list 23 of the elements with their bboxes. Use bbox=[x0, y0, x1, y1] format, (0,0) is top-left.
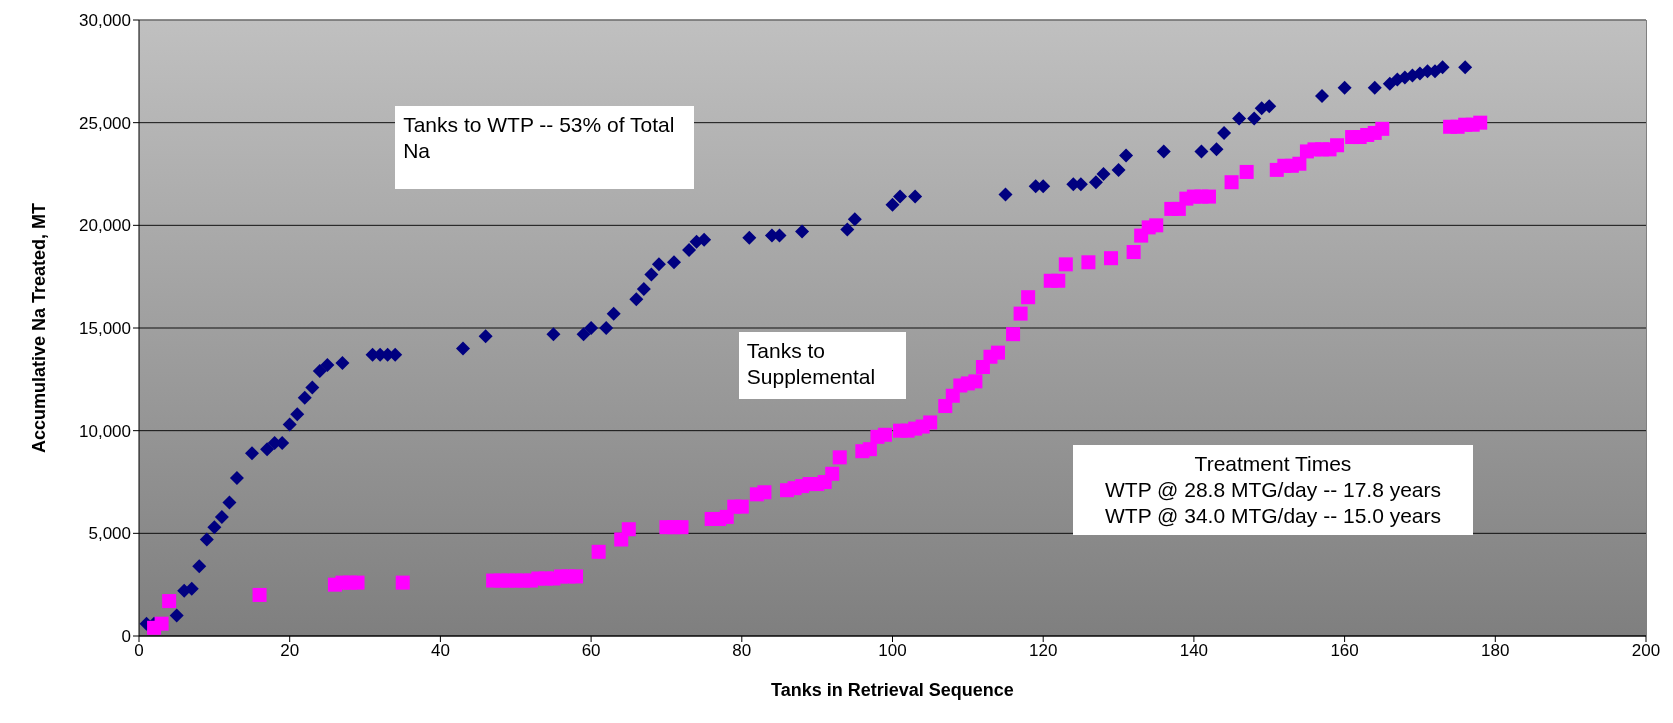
x-tick-label: 180 bbox=[1481, 641, 1510, 661]
note-box: Tanks to WTP -- 53% of Total Na bbox=[395, 106, 694, 190]
y-axis-title: Accumulative Na Treated, MT bbox=[29, 202, 50, 454]
y-tick-label: 10,000 bbox=[79, 421, 131, 441]
x-tick-label: 80 bbox=[732, 641, 752, 661]
x-tick-label: 60 bbox=[581, 641, 601, 661]
y-tick-label: 30,000 bbox=[79, 11, 131, 31]
x-tick-label: 100 bbox=[878, 641, 907, 661]
x-tick-label: 200 bbox=[1631, 641, 1661, 661]
y-tick-label: 0 bbox=[121, 627, 131, 647]
y-tick-label: 15,000 bbox=[79, 319, 131, 339]
x-tick-label: 140 bbox=[1179, 641, 1209, 661]
x-tick-label: 40 bbox=[430, 641, 450, 661]
x-tick-label: 20 bbox=[280, 641, 300, 661]
x-tick-label: 120 bbox=[1029, 641, 1058, 661]
x-tick-label: 160 bbox=[1330, 641, 1359, 661]
x-tick-label: 0 bbox=[134, 641, 144, 661]
y-tick-label: 20,000 bbox=[79, 216, 131, 236]
note-box: Tanks to Supplemental bbox=[738, 331, 907, 400]
x-axis-title: Tanks in Retrieval Sequence bbox=[771, 680, 1014, 700]
y-tick-label: 5,000 bbox=[88, 524, 131, 544]
note-box: Treatment Times WTP @ 28.8 MTG/day -- 17.8 years WTP @ 34.0 MTG/day -- 15.0 years bbox=[1073, 445, 1473, 536]
y-tick-label: 25,000 bbox=[79, 113, 131, 133]
